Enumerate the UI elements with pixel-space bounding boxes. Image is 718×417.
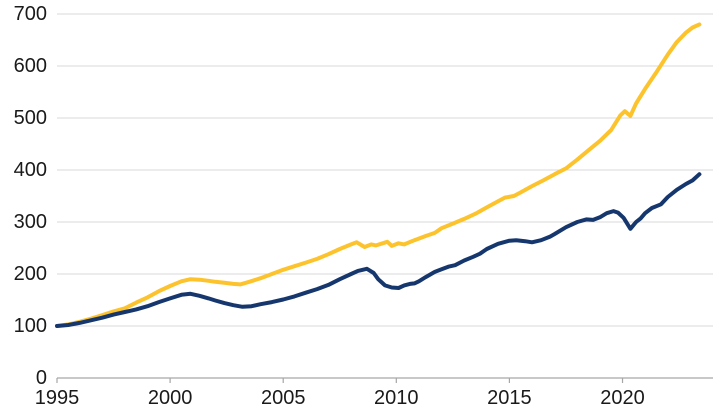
series-line-navy [55,172,702,328]
series-line-gold [55,22,702,328]
y-tick-label: 200 [14,263,47,285]
x-tick-label: 2020 [600,387,645,409]
x-tick-label: 1995 [35,387,80,409]
x-tick-label: 2000 [148,387,193,409]
y-tick-label: 400 [14,159,47,181]
x-tick-label: 2015 [487,387,532,409]
y-tick-label: 100 [14,315,47,337]
y-tick-label: 700 [14,3,47,25]
x-tick-label: 2010 [374,387,419,409]
x-tick-label: 2005 [261,387,306,409]
y-tick-label: 0 [36,367,47,389]
y-tick-label: 300 [14,211,47,233]
y-tick-label: 600 [14,55,47,77]
y-tick-label: 500 [14,107,47,129]
